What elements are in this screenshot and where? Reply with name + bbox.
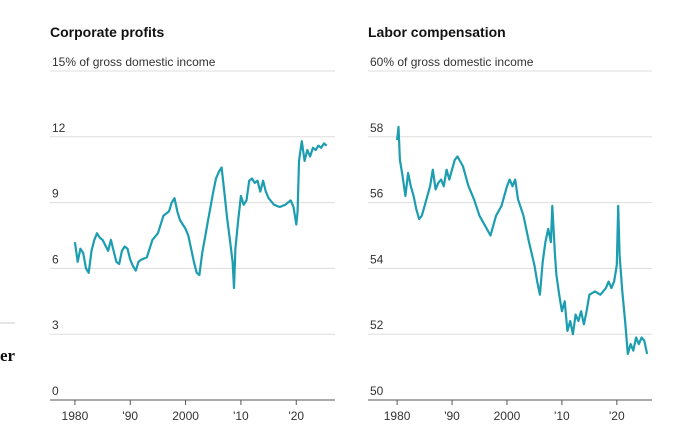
- y-tick-label: 0: [52, 384, 59, 398]
- x-tick-label: 1980: [62, 409, 89, 423]
- chart-title: Labor compensation: [368, 24, 506, 40]
- x-tick-label: '20: [288, 409, 304, 423]
- y-tick-label: 3: [52, 318, 59, 332]
- y-tick-label: 60% of gross domestic income: [370, 55, 534, 69]
- x-tick-label: '20: [609, 409, 625, 423]
- y-tick-label: 52: [370, 318, 384, 332]
- y-tick-label: 6: [52, 252, 59, 266]
- y-tick-label: 12: [52, 121, 66, 135]
- x-tick-label: 2000: [494, 409, 521, 423]
- x-tick-label: '10: [233, 409, 249, 423]
- x-tick-label: 2000: [172, 409, 199, 423]
- y-tick-label: 58: [370, 121, 384, 135]
- chart-title: Corporate profits: [50, 24, 165, 40]
- y-tick-label: 50: [370, 384, 384, 398]
- y-tick-label: 15% of gross domestic income: [52, 55, 216, 69]
- y-tick-label: 54: [370, 252, 384, 266]
- data-line: [396, 125, 649, 355]
- y-tick-label: 56: [370, 187, 384, 201]
- fragment-text: er: [0, 346, 16, 365]
- data-line: [73, 140, 328, 290]
- x-tick-label: 1980: [384, 409, 411, 423]
- x-tick-label: '10: [554, 409, 570, 423]
- x-tick-label: '90: [122, 409, 138, 423]
- y-tick-label: 9: [52, 187, 59, 201]
- x-tick-label: '90: [444, 409, 460, 423]
